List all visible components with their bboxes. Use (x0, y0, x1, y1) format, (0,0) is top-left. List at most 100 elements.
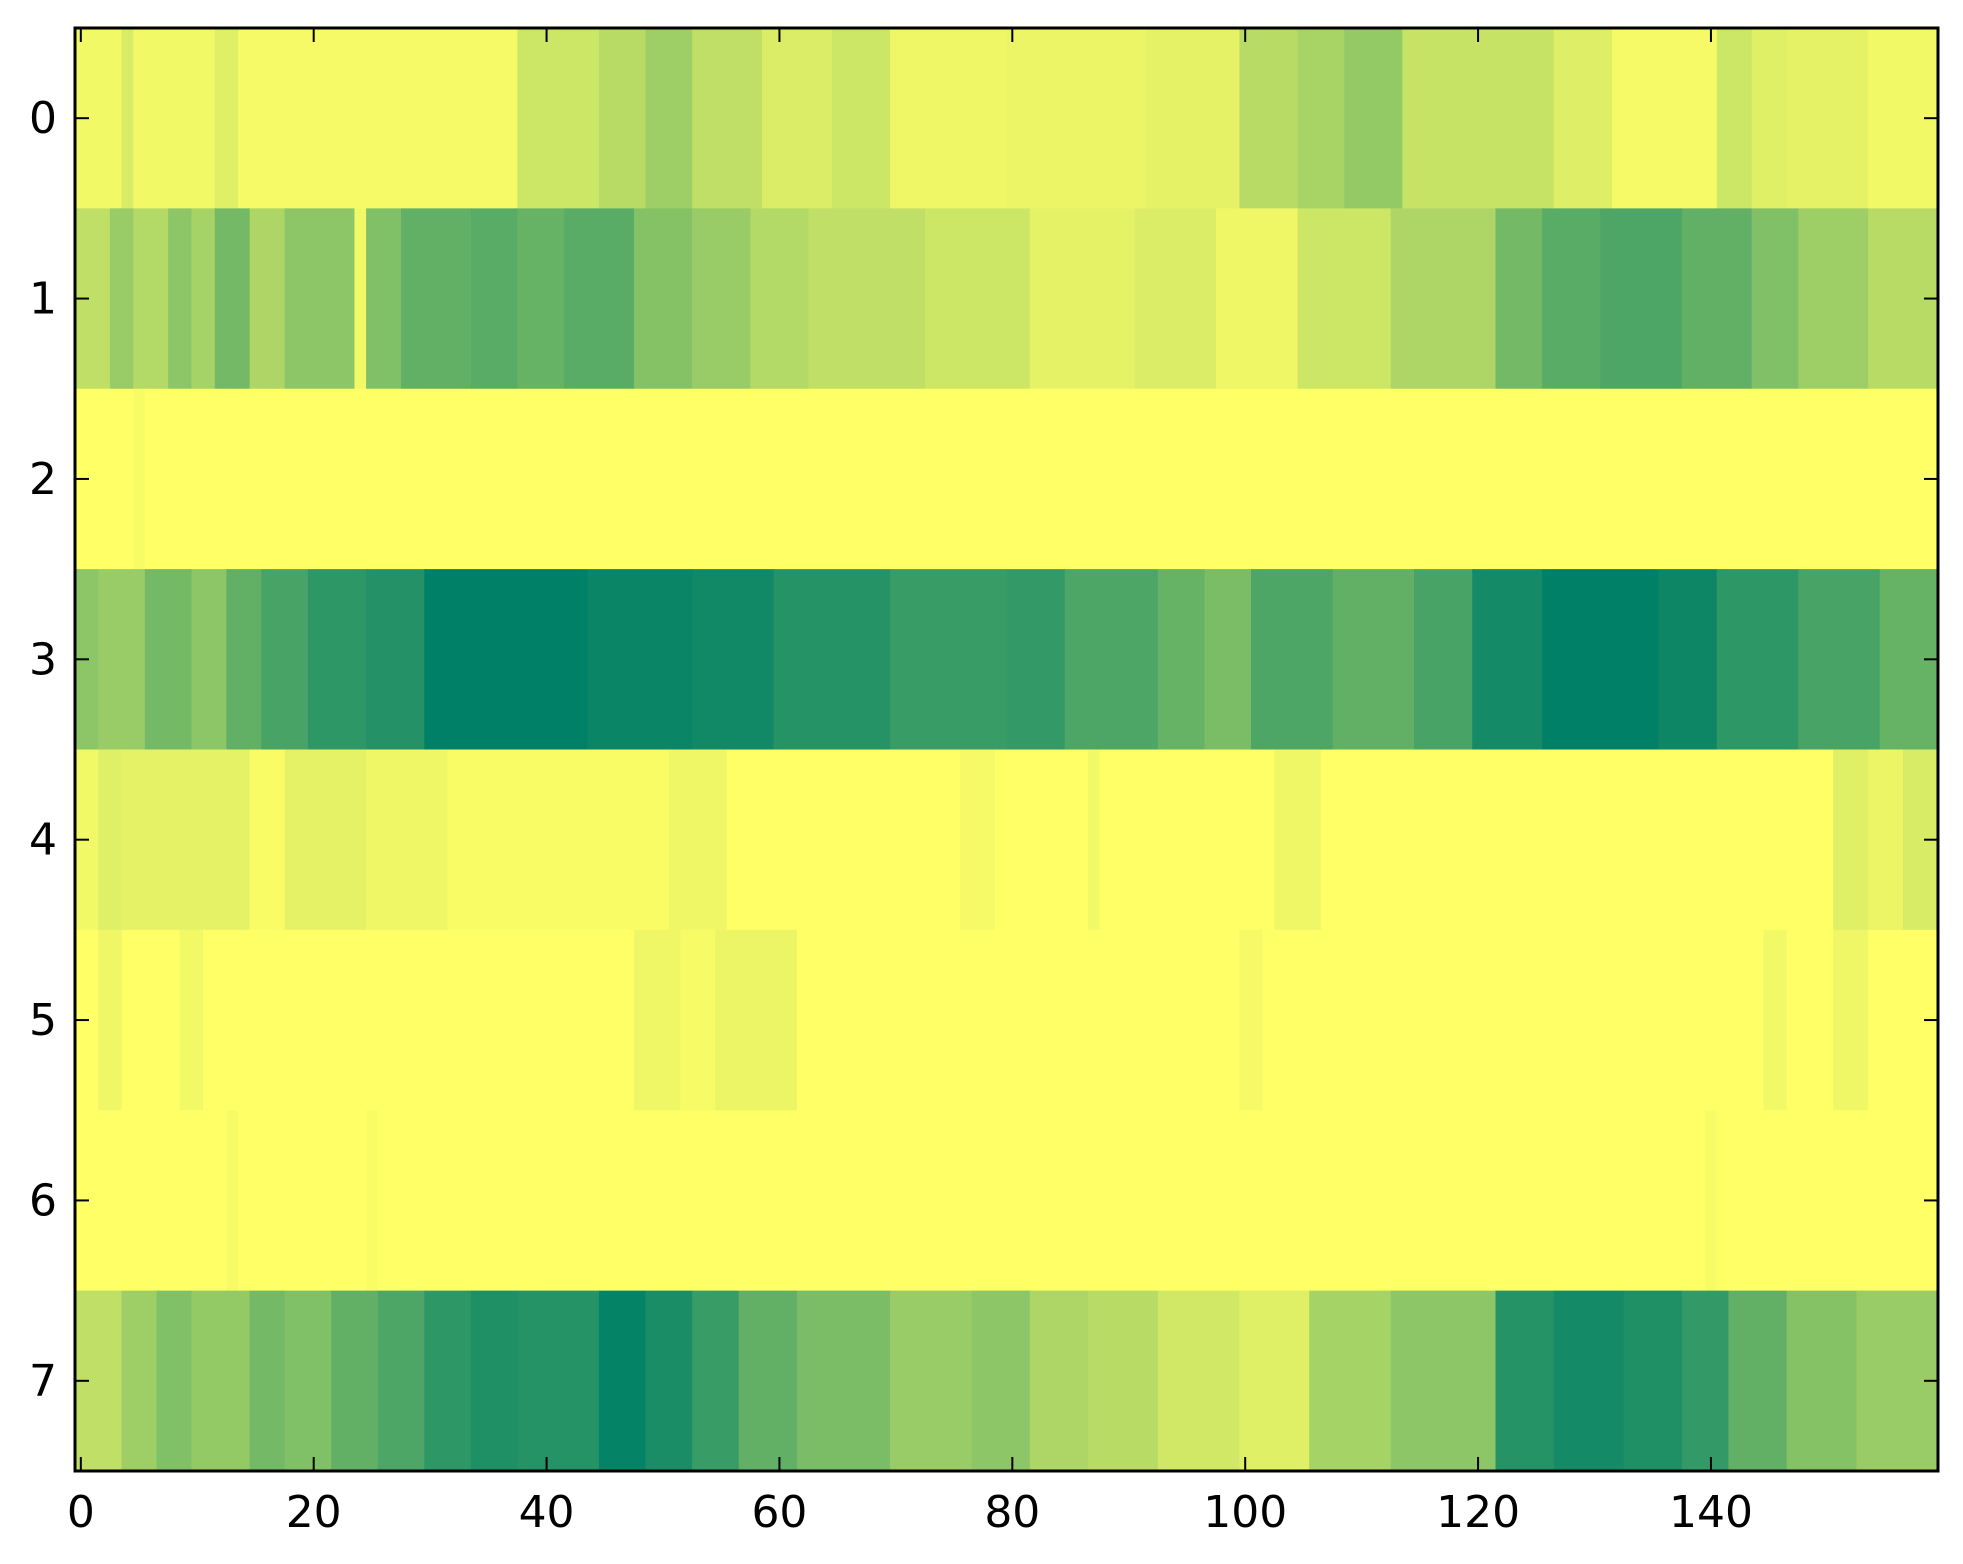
heatmap-cell (1414, 569, 1473, 751)
plot-frame (73, 26, 1940, 1473)
heatmap-cell (366, 569, 425, 751)
heatmap-cell (1716, 1110, 1939, 1292)
y-tick-label: 7 (29, 1356, 57, 1407)
heatmap-cell (1006, 569, 1066, 751)
heatmap-cell (133, 388, 146, 570)
heatmap-cell (1868, 749, 1904, 931)
heatmap-cell (1798, 208, 1869, 390)
y-tick-label: 5 (29, 995, 57, 1046)
heatmap-cell (1658, 569, 1718, 751)
heatmap-cell (144, 388, 1939, 570)
heatmap-cell (796, 929, 1240, 1111)
heatmap-cell (633, 208, 693, 390)
heatmap-cell (761, 28, 833, 209)
heatmap-cell (1786, 28, 1869, 209)
heatmap-cell (668, 749, 728, 931)
heatmap-cell (1320, 749, 1834, 931)
heatmap-cell (401, 208, 472, 390)
heatmap-cell (1705, 1110, 1718, 1292)
heatmap-cell (587, 569, 693, 751)
heatmap-cell (1262, 929, 1764, 1111)
heatmap-cell (517, 28, 600, 209)
heatmap-cell (424, 1290, 472, 1472)
heatmap-cell (284, 208, 356, 390)
heatmap-cell (1763, 929, 1788, 1111)
heatmap-cell (1146, 28, 1240, 209)
heatmap-cell (1390, 1290, 1497, 1472)
heatmap-cell (249, 749, 286, 931)
y-tick-labels: 0 1 2 3 4 5 6 7 (29, 93, 57, 1407)
heatmap-cell (1542, 569, 1660, 751)
heatmap-cell (354, 208, 367, 390)
heatmap-cell (1216, 208, 1299, 390)
heatmap-cell (1833, 929, 1869, 1111)
heatmap-cell (307, 569, 367, 751)
heatmap-cell (1833, 749, 1869, 931)
heatmap-cell (168, 208, 193, 390)
x-tick-label: 120 (1436, 1487, 1520, 1538)
heatmap-cell (284, 1290, 332, 1472)
heatmap-cell (156, 1290, 193, 1472)
heatmap-cell (1251, 569, 1334, 751)
heatmap-cell (633, 929, 682, 1111)
x-tick-label: 40 (519, 1487, 575, 1538)
heatmap-cell (645, 1290, 693, 1472)
heatmap-cell (98, 929, 123, 1111)
heatmap-cell (692, 208, 751, 390)
heatmap-cell (238, 28, 519, 209)
x-tick-label: 80 (984, 1487, 1040, 1538)
heatmap-cell (1134, 208, 1217, 390)
heatmap-cell (1542, 208, 1601, 390)
heatmap-cell (808, 208, 926, 390)
x-tick-label: 140 (1669, 1487, 1753, 1538)
heatmap-cell (1332, 569, 1415, 751)
heatmap-cell (133, 28, 216, 209)
heatmap-cell (890, 1290, 973, 1472)
heatmap-cell (366, 1110, 379, 1292)
heatmap-cell (191, 569, 227, 751)
y-tick-label: 2 (29, 454, 57, 505)
heatmap-cell (1728, 1290, 1788, 1472)
heatmap-cell (1157, 569, 1206, 751)
x-tick-labels: 0 20 40 60 80 100 120 140 (67, 1487, 1753, 1538)
heatmap-cell (249, 1290, 286, 1472)
heatmap-cell (1239, 1290, 1310, 1472)
heatmap-cell (692, 569, 775, 751)
heatmap-cell (1751, 208, 1799, 390)
x-tick-label: 20 (286, 1487, 342, 1538)
heatmap-cell (144, 569, 193, 751)
heatmap-cell (890, 28, 1008, 209)
heatmap-cell (1681, 208, 1753, 390)
heatmap-cells (75, 28, 1939, 1472)
heatmap-cell (1204, 569, 1252, 751)
heatmap-cell (1157, 1290, 1240, 1472)
heatmap-cell (284, 749, 367, 931)
heatmap-cell (377, 1110, 1706, 1292)
heatmap-cell (424, 569, 588, 751)
heatmap-cell (133, 208, 169, 390)
y-tick-label: 1 (29, 274, 57, 325)
heatmap-cell (692, 28, 763, 209)
heatmap-cell (1006, 28, 1147, 209)
x-tick-label: 60 (751, 1487, 807, 1538)
heatmap-cell (214, 28, 239, 209)
heatmap-cell (470, 208, 519, 390)
heatmap-cell (1402, 28, 1555, 209)
heatmap-cell (1390, 208, 1497, 390)
heatmap-cell (226, 1110, 239, 1292)
heatmap-cell (1309, 1290, 1392, 1472)
heatmap-cell (1495, 1290, 1555, 1472)
heatmap-cell (366, 749, 449, 931)
heatmap-cell (1088, 749, 1101, 931)
heatmap-cell (98, 569, 146, 751)
heatmap-cell (191, 208, 216, 390)
heatmap-cell (377, 1290, 425, 1472)
heatmap-cell (1786, 929, 1834, 1111)
heatmap-cell (517, 1290, 600, 1472)
heatmap-cell (1751, 28, 1788, 209)
heatmap-cell (1239, 28, 1299, 209)
heatmap-cell (994, 749, 1089, 931)
heatmap-cell (715, 929, 798, 1111)
heatmap-cell (121, 929, 181, 1111)
